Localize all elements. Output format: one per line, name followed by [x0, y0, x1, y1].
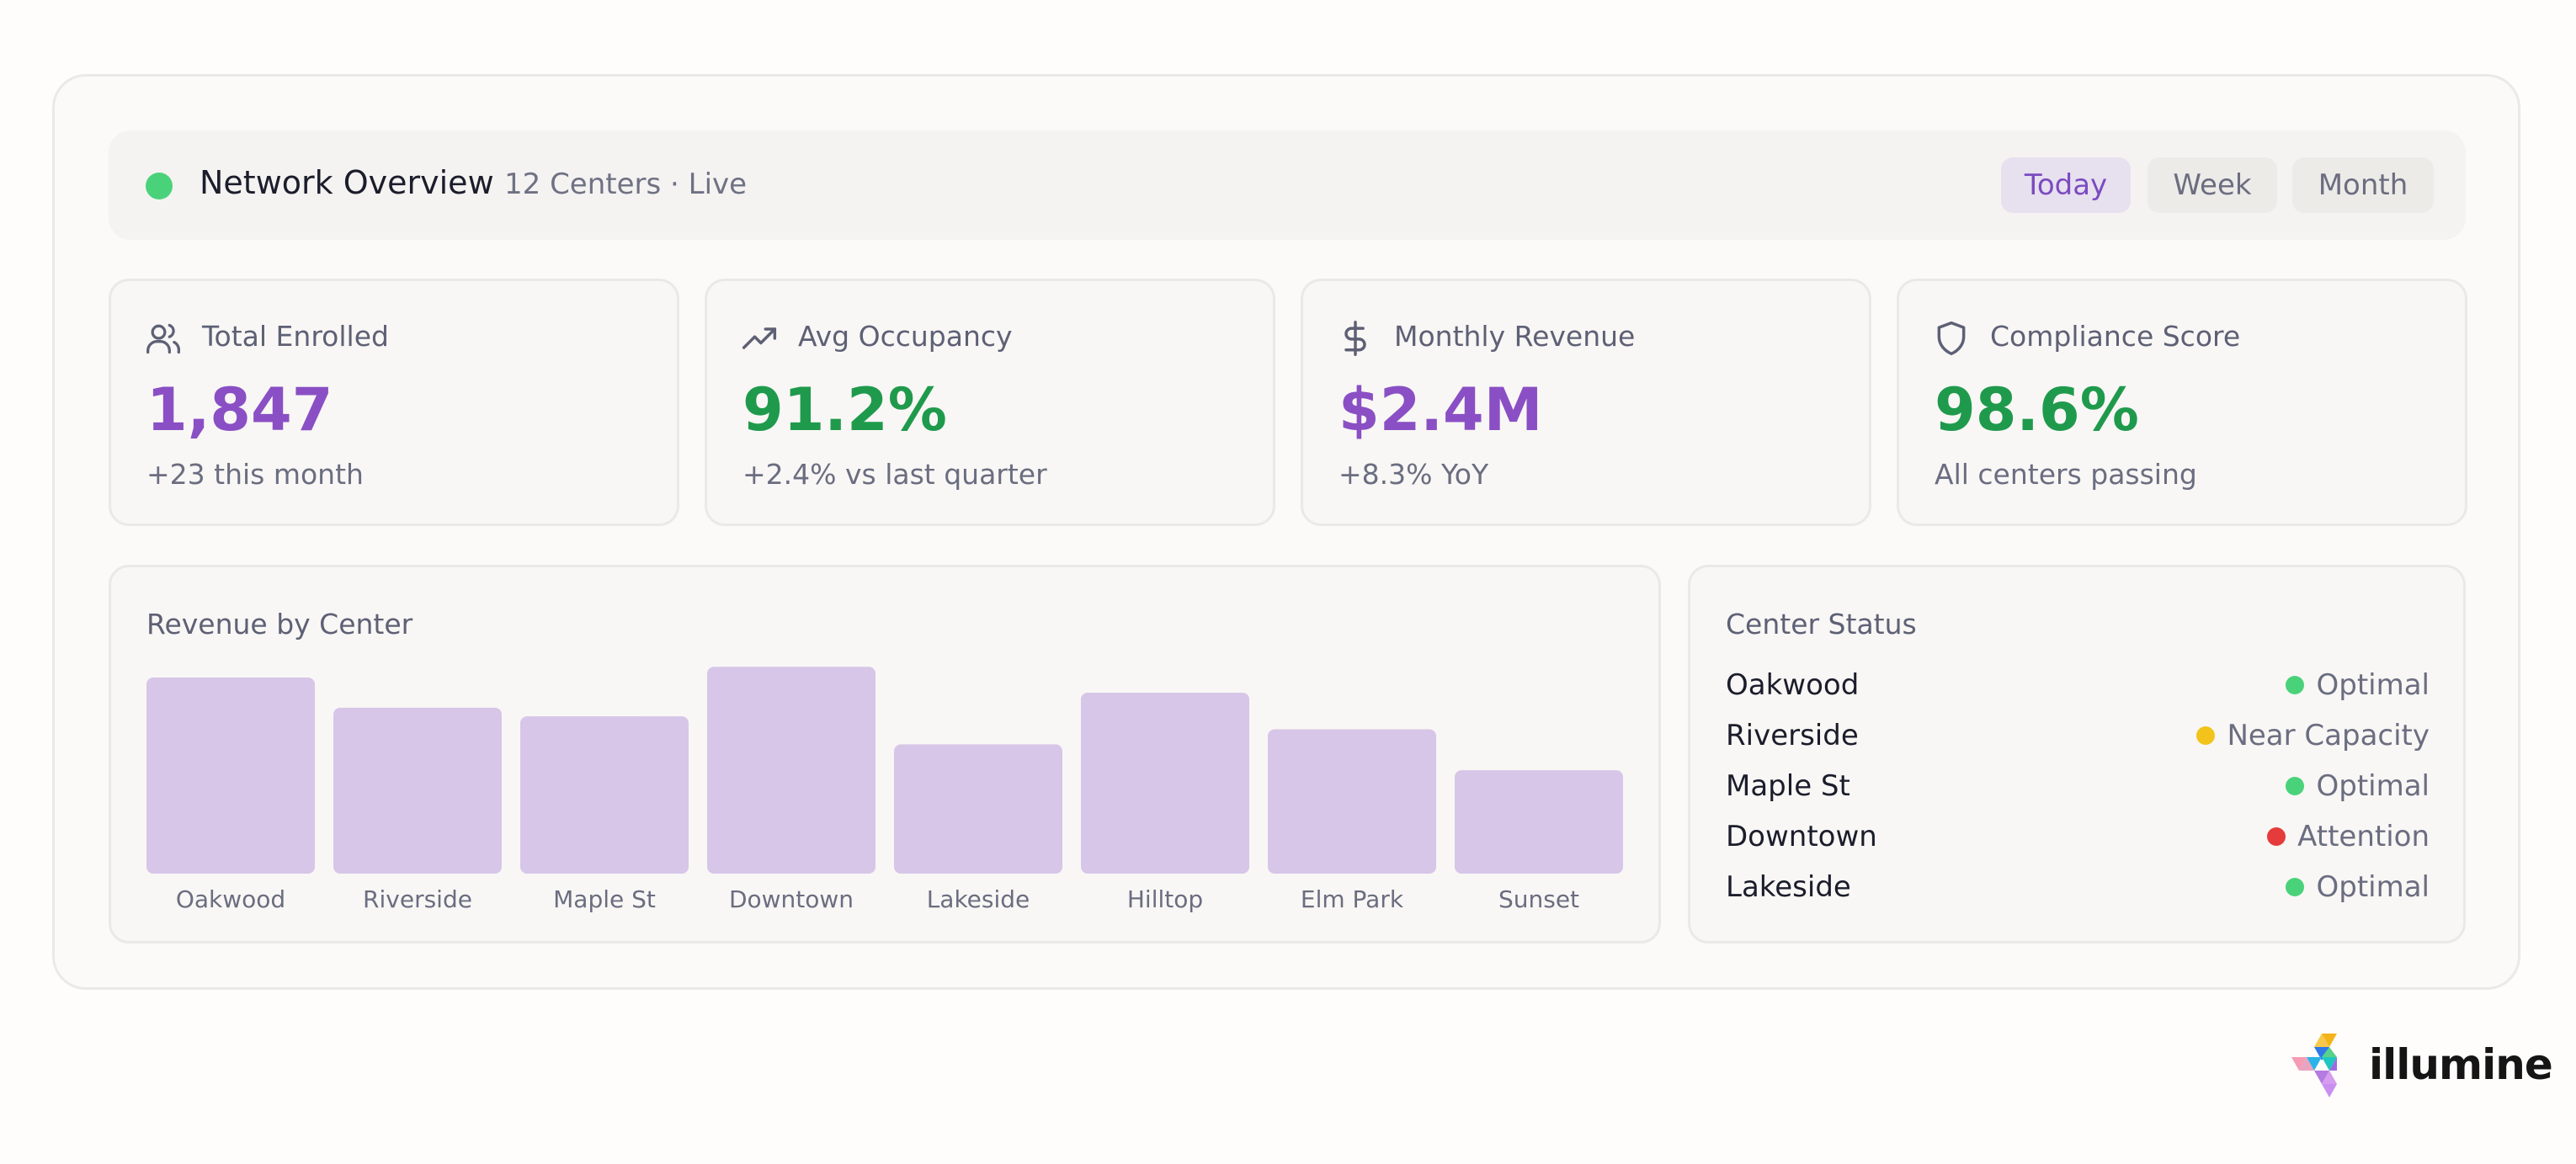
x-tick-label: Elm Park: [1301, 885, 1404, 913]
bar-elm-park[interactable]: [1268, 729, 1436, 874]
x-tick-label: Sunset: [1498, 885, 1579, 913]
stat-card-monthly-revenue: Monthly Revenue $2.4M +8.3% YoY: [1301, 279, 1871, 526]
x-tick-label: Downtown: [729, 885, 854, 913]
x-tick-label: Hilltop: [1127, 885, 1203, 913]
brand-logo: illumine: [2288, 1032, 2553, 1108]
stat-label: Avg Occupancy: [798, 320, 1013, 353]
brand-name: illumine: [2369, 1040, 2553, 1089]
revenue-bar-chart: Oakwood Riverside Maple St Downtown Lakeside…: [146, 667, 1623, 913]
status-label: Optimal: [2316, 668, 2430, 702]
page-title: Network Overview: [200, 164, 494, 201]
revenue-by-center-chart: Revenue by Center Oakwood Riverside Maple …: [109, 565, 1661, 943]
period-week-button[interactable]: Week: [2148, 157, 2277, 213]
bar-sunset[interactable]: [1455, 770, 1623, 874]
bar-maple-st[interactable]: [520, 716, 689, 874]
stat-label: Compliance Score: [1990, 320, 2241, 353]
bar-riverside[interactable]: [333, 707, 502, 874]
bar-downtown[interactable]: [707, 667, 876, 874]
network-overview-panel: Network Overview 12 Centers · Live Today…: [52, 74, 2520, 990]
status-row[interactable]: Riverside Near Capacity: [1726, 715, 2430, 757]
center-name: Downtown: [1726, 820, 1877, 853]
status-row[interactable]: Maple St Optimal: [1726, 766, 2430, 808]
stat-value: 98.6%: [1935, 375, 2139, 444]
center-name: Oakwood: [1726, 668, 1860, 702]
bar-lakeside[interactable]: [894, 744, 1062, 874]
stat-card-total-enrolled: Total Enrolled 1,847 +23 this month: [109, 279, 679, 526]
x-tick-label: Maple St: [553, 885, 656, 913]
shield-icon: [1937, 321, 1966, 356]
live-status-dot: [146, 173, 173, 199]
status-label: Optimal: [2316, 769, 2430, 803]
center-name: Lakeside: [1726, 870, 1851, 904]
status-row[interactable]: Oakwood Optimal: [1726, 665, 2430, 707]
stat-label: Total Enrolled: [202, 320, 389, 353]
status-label: Optimal: [2316, 870, 2430, 904]
trending-up-icon: [742, 327, 777, 349]
status-dot: [2286, 878, 2305, 896]
stat-card-compliance-score: Compliance Score 98.6% All centers passi…: [1897, 279, 2467, 526]
status-dot: [2267, 827, 2286, 846]
chart-title: Revenue by Center: [146, 608, 413, 640]
center-name: Riverside: [1726, 719, 1859, 752]
stat-change: All centers passing: [1935, 458, 2197, 491]
stat-value: 1,847: [146, 375, 333, 444]
status-label: Attention: [2297, 820, 2430, 853]
x-tick-label: Oakwood: [176, 885, 285, 913]
center-name: Maple St: [1726, 769, 1850, 803]
header-subtitle: 12 Centers · Live: [504, 167, 748, 201]
dollar-icon: [1344, 321, 1366, 356]
center-status-panel: Center Status Oakwood Optimal Riverside …: [1688, 565, 2466, 943]
period-today-button[interactable]: Today: [2001, 157, 2131, 213]
stat-change: +8.3% YoY: [1339, 458, 1489, 491]
bar-oakwood[interactable]: [146, 678, 315, 874]
header-bar: Network Overview 12 Centers · Live Today…: [109, 130, 2466, 240]
bar-hilltop[interactable]: [1081, 692, 1249, 874]
stat-label: Monthly Revenue: [1394, 320, 1636, 353]
stat-value: 91.2%: [742, 375, 947, 444]
status-dot: [2286, 777, 2305, 795]
status-row[interactable]: Downtown Attention: [1726, 816, 2430, 858]
stat-value: $2.4M: [1339, 375, 1543, 444]
period-month-button[interactable]: Month: [2292, 157, 2434, 213]
x-tick-label: Riverside: [363, 885, 472, 913]
stat-card-avg-occupancy: Avg Occupancy 91.2% +2.4% vs last quarte…: [705, 279, 1275, 526]
status-row[interactable]: Lakeside Optimal: [1726, 867, 2430, 909]
stat-change: +2.4% vs last quarter: [742, 458, 1047, 491]
status-panel-title: Center Status: [1726, 608, 1917, 640]
illumine-logo-icon: [2291, 1034, 2337, 1098]
x-tick-label: Lakeside: [927, 885, 1030, 913]
status-dot: [2196, 726, 2216, 745]
status-label: Near Capacity: [2227, 719, 2430, 752]
stat-change: +23 this month: [146, 458, 364, 491]
status-dot: [2286, 676, 2305, 694]
users-icon: [146, 323, 180, 354]
